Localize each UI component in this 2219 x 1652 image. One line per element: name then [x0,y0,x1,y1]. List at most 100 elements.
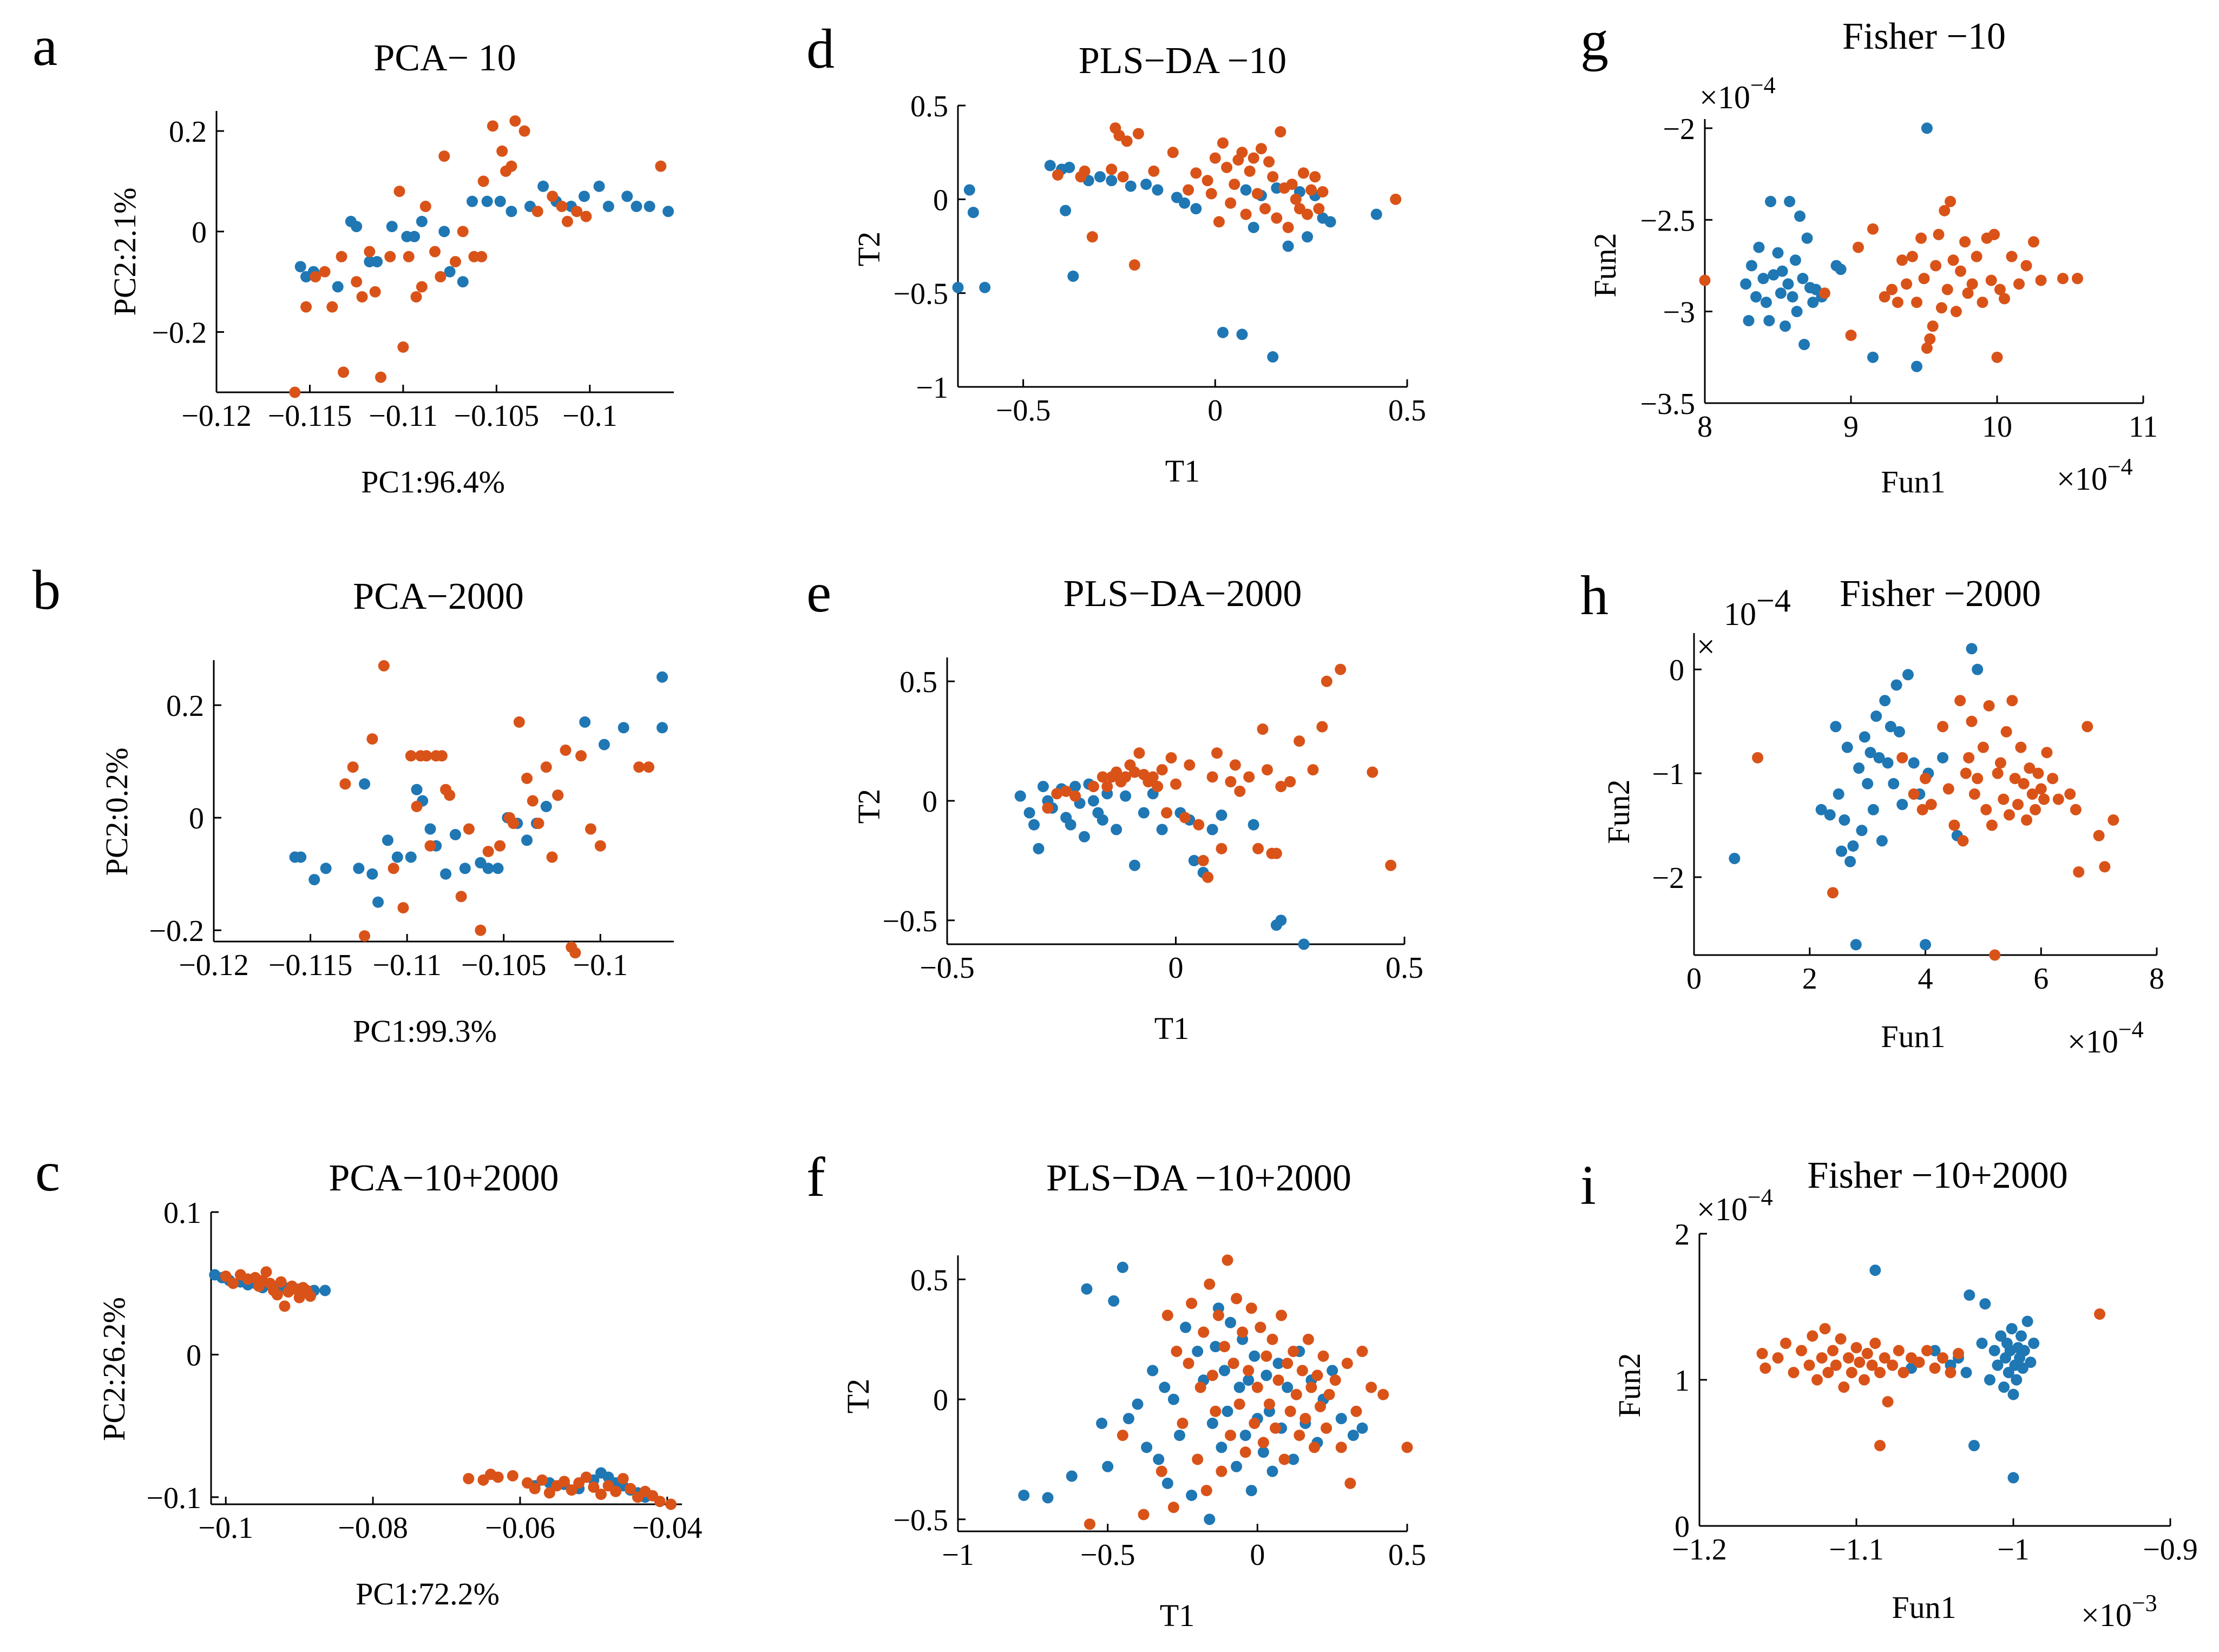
scatter-point-orange [1913,1357,1925,1368]
scatter-point-orange [1183,1358,1194,1370]
scatter-point-orange [1992,767,2004,779]
scatter-point-blue [1798,339,1810,351]
scatter-point-orange [1788,1367,1800,1378]
x-exponent-base-g: ×10 [2057,461,2108,497]
scatter-point-blue [1257,1446,1269,1458]
scatter-point-orange [505,160,517,172]
scatter-point-orange [1930,260,1942,272]
scatter-point-blue [656,671,668,683]
scatter-point-orange [1321,675,1332,687]
scatter-point-blue [1833,788,1844,800]
scatter-point-orange [2073,866,2085,878]
scatter-point-blue [1780,320,1791,332]
scatter-point-orange [521,772,533,784]
x-tick-label: 8 [1697,410,1712,444]
scatter-point-blue [1298,938,1310,950]
scatter-point-orange [1202,871,1214,883]
scatter-point-blue [1998,1381,2010,1393]
x-tick-label: 0 [1250,1538,1265,1572]
chart-title-c: PCA−10+2000 [329,1157,559,1199]
y-tick-label: −0.5 [893,278,948,311]
x-axis-label-e: T1 [1154,1011,1189,1046]
scatter-point-orange [1200,1485,1212,1497]
scatter-point-orange [1251,188,1263,200]
scatter-point-blue [351,221,363,233]
scatter-point-orange [1282,221,1294,233]
scatter-point-orange [1377,1388,1389,1400]
scatter-point-blue [1106,175,1118,187]
scatter-point-orange [610,1485,622,1497]
x-tick-label: 0.5 [1388,394,1426,427]
scatter-point-orange [1882,1396,1894,1407]
scatter-point-orange [1959,236,1971,248]
scatter-point-orange [1879,291,1890,303]
scatter-point-blue [1760,297,1772,308]
y-exponent-power-g: −4 [1750,72,1776,98]
scatter-point-blue [1239,1430,1251,1442]
scatter-point-orange [463,823,475,835]
scatter-point-orange [2041,747,2053,759]
panel-b: b PCA−2000 PC1:99.3% PC2:0.2% −0.12 −0.11… [32,559,674,1049]
scatter-point-blue [1094,171,1106,183]
scatter-point-blue [1147,1365,1159,1377]
scatter-point-orange [2024,762,2036,774]
scatter-point-blue [1138,807,1150,819]
scatter-point-blue [1210,1341,1222,1353]
scatter-point-orange [336,251,347,262]
scatter-point-orange [369,286,381,298]
scatter-point-orange [421,750,432,762]
scatter-point-orange [1302,208,1314,220]
scatter-point-orange [531,206,543,218]
scatter-point-orange [1177,1417,1189,1429]
scatter-point-blue [1839,814,1850,826]
scatter-point-blue [1824,809,1836,821]
scatter-point-orange [665,1498,677,1510]
scatter-point-orange [1263,156,1275,168]
scatter-point-orange [1097,771,1108,783]
scatter-point-blue [440,868,452,880]
scatter-point-orange [1206,771,1218,783]
scatter-point-orange [1184,759,1196,771]
x-tick-label: −0.115 [268,399,352,433]
scatter-point-orange [1243,771,1255,783]
scatter-point-orange [1887,1359,1899,1371]
scatter-point-orange [1879,1352,1890,1364]
scatter-point-orange [547,190,559,202]
scatter-point-orange [556,200,568,212]
x-tick-label: −1 [942,1538,974,1572]
scatter-point-orange [1272,1374,1284,1386]
scatter-point-orange [2021,814,2033,826]
panel-letter-h: h [1580,564,1609,627]
scatter-point-orange [1270,1422,1282,1434]
scatter-point-orange [1898,1367,1909,1378]
scatter-point-orange [1341,1358,1353,1370]
scatter-point-orange [2070,804,2082,815]
x-tick-label: −0.11 [369,399,438,433]
scatter-point-orange [1225,197,1237,209]
scatter-point-orange [1138,1509,1150,1521]
scatter-point-orange [347,761,359,773]
scatter-point-orange [1942,783,1954,795]
panel-letter-c: c [35,1141,60,1203]
scatter-point-blue [1979,1298,1991,1310]
scatter-point-blue [1888,778,1900,789]
scatter-point-blue [1882,757,1894,769]
scatter-point-blue [1789,254,1801,266]
x-tick-label: −0.1 [562,399,618,433]
scatter-point-orange [492,1471,504,1483]
scatter-point-orange [1106,163,1118,175]
scatter-point-blue [1865,747,1876,759]
scatter-point-blue [1794,210,1806,222]
scatter-point-blue [1743,315,1755,327]
scatter-point-blue [1272,1358,1284,1370]
scatter-point-orange [1243,1365,1255,1377]
scatter-point-orange [496,145,508,157]
scatter-point-blue [481,195,493,207]
scatter-point-blue [1768,269,1780,281]
scatter-point-orange [476,251,488,262]
scatter-point-orange [529,1483,541,1495]
scatter-point-blue [1302,231,1314,243]
scatter-point-orange [364,246,376,258]
scatter-point-orange [1985,274,1997,286]
scatter-point-blue [1327,1365,1338,1377]
